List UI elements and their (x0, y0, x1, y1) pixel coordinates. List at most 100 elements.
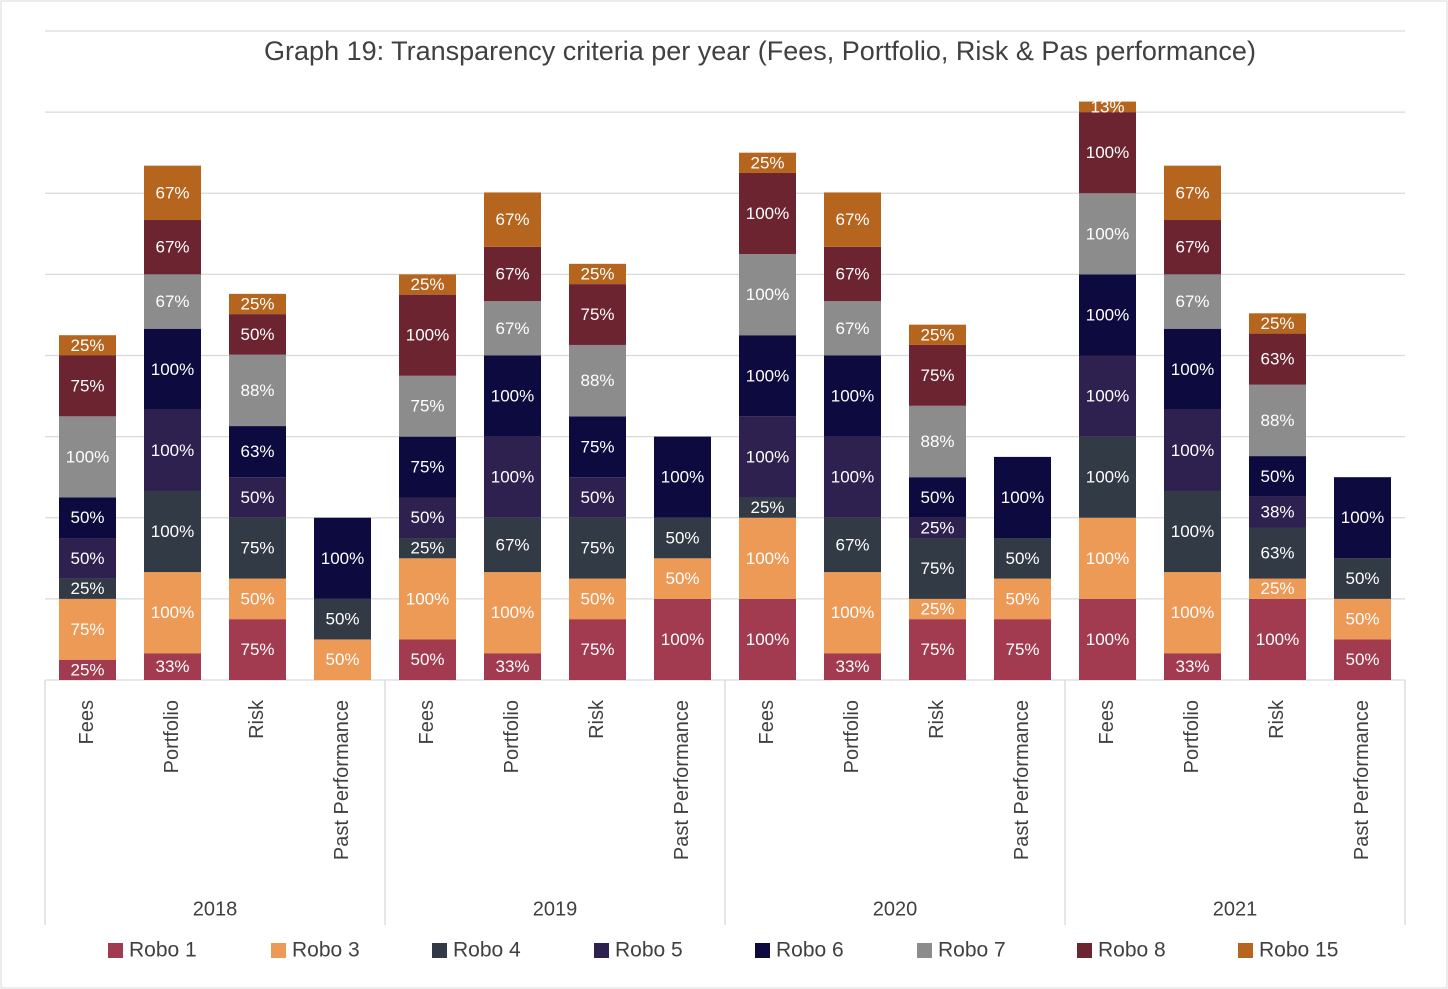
data-label: 100% (1086, 305, 1129, 324)
x-tick-label: Portfolio (841, 700, 863, 773)
data-label: 100% (491, 603, 534, 622)
bar-segment (399, 274, 456, 295)
bar-segment (229, 354, 286, 427)
bar-segment (59, 335, 116, 356)
bar-segment (994, 578, 1051, 620)
bar-segment (824, 436, 881, 518)
data-label: 50% (325, 650, 359, 669)
data-label: 50% (1345, 610, 1379, 629)
data-label: 50% (240, 325, 274, 344)
chart-title: Graph 19: Transparency criteria per year… (264, 36, 1256, 66)
x-tick-label: Fees (416, 700, 438, 744)
legend-label: Robo 15 (1259, 939, 1338, 962)
data-label: 33% (495, 657, 529, 676)
data-label: 50% (240, 589, 274, 608)
data-label: 100% (1086, 143, 1129, 162)
bar-segment (399, 375, 456, 437)
data-label: 50% (920, 488, 954, 507)
bar-segment (994, 456, 1051, 539)
legend-label: Robo 1 (129, 939, 197, 962)
bar-segment (484, 301, 541, 356)
bar-segment (569, 284, 626, 345)
data-label: 33% (1175, 657, 1209, 676)
data-label: 100% (66, 447, 109, 466)
bar-segment (739, 172, 796, 255)
data-label: 25% (410, 539, 444, 558)
bar-segment (144, 572, 201, 654)
data-label: 67% (495, 535, 529, 554)
data-label: 67% (835, 319, 869, 338)
bar-segment (484, 653, 541, 680)
data-label: 100% (746, 630, 789, 649)
data-label: 100% (831, 468, 874, 487)
bar-segment (824, 192, 881, 247)
data-label: 50% (1260, 467, 1294, 486)
bar-segment (1164, 220, 1221, 275)
bar-segment (484, 517, 541, 573)
bar-segment (1249, 384, 1306, 457)
legend-label: Robo 6 (776, 939, 844, 962)
group-label: 2020 (873, 898, 918, 920)
bar-segment (739, 335, 796, 417)
data-label: 63% (1260, 350, 1294, 369)
bar-segment (1249, 578, 1306, 599)
bar-segment (59, 538, 116, 579)
data-label: 50% (1005, 549, 1039, 568)
data-label: 75% (240, 539, 274, 558)
x-tick-label: Risk (586, 699, 608, 739)
data-label: 67% (495, 264, 529, 283)
data-label: 75% (410, 458, 444, 477)
bar-segment (1164, 572, 1221, 654)
bar-segment (909, 619, 966, 680)
bar-segment (484, 246, 541, 302)
data-label: 25% (750, 153, 784, 172)
bar-segment (654, 598, 711, 680)
data-label: 50% (240, 488, 274, 507)
bar-segment (824, 517, 881, 573)
x-tick-label: Fees (1096, 700, 1118, 744)
data-label: 88% (240, 381, 274, 400)
bar-segment (739, 152, 796, 173)
legend-swatch (1238, 943, 1253, 958)
data-label: 100% (1171, 441, 1214, 460)
data-label: 50% (70, 549, 104, 568)
x-tick-label: Risk (246, 699, 268, 739)
x-tick-label: Portfolio (1181, 700, 1203, 773)
data-label: 67% (155, 292, 189, 311)
data-label: 67% (835, 535, 869, 554)
data-label: 50% (1005, 589, 1039, 608)
data-label: 100% (746, 285, 789, 304)
bar-segment (824, 246, 881, 302)
legend-swatch (271, 943, 286, 958)
bar-segment (484, 436, 541, 518)
bar-segment (569, 578, 626, 620)
data-label: 13% (1090, 97, 1124, 116)
legend-swatch (1077, 943, 1092, 958)
bar-segment (399, 558, 456, 640)
data-label: 50% (70, 508, 104, 527)
data-label: 67% (835, 264, 869, 283)
data-label: 50% (1345, 569, 1379, 588)
bar-segment (229, 477, 286, 518)
bar-segment (824, 301, 881, 356)
bar-segment (739, 517, 796, 599)
bar-segment (569, 344, 626, 417)
legend-label: Robo 7 (938, 939, 1006, 962)
x-tick-label: Portfolio (161, 700, 183, 773)
data-label: 75% (70, 376, 104, 395)
data-label: 67% (155, 183, 189, 202)
data-label: 100% (491, 468, 534, 487)
bar-segment (909, 405, 966, 478)
bar-segment (1164, 274, 1221, 329)
data-label: 50% (580, 488, 614, 507)
data-label: 75% (70, 620, 104, 639)
legend-label: Robo 4 (453, 939, 521, 962)
x-tick-label: Past Performance (1011, 700, 1033, 860)
bar-segment (1249, 456, 1306, 497)
bar-segment (1079, 436, 1136, 518)
bar-segment (59, 355, 116, 417)
data-label: 63% (240, 442, 274, 461)
bar-segment (1079, 274, 1136, 356)
bar-segment (399, 497, 456, 539)
